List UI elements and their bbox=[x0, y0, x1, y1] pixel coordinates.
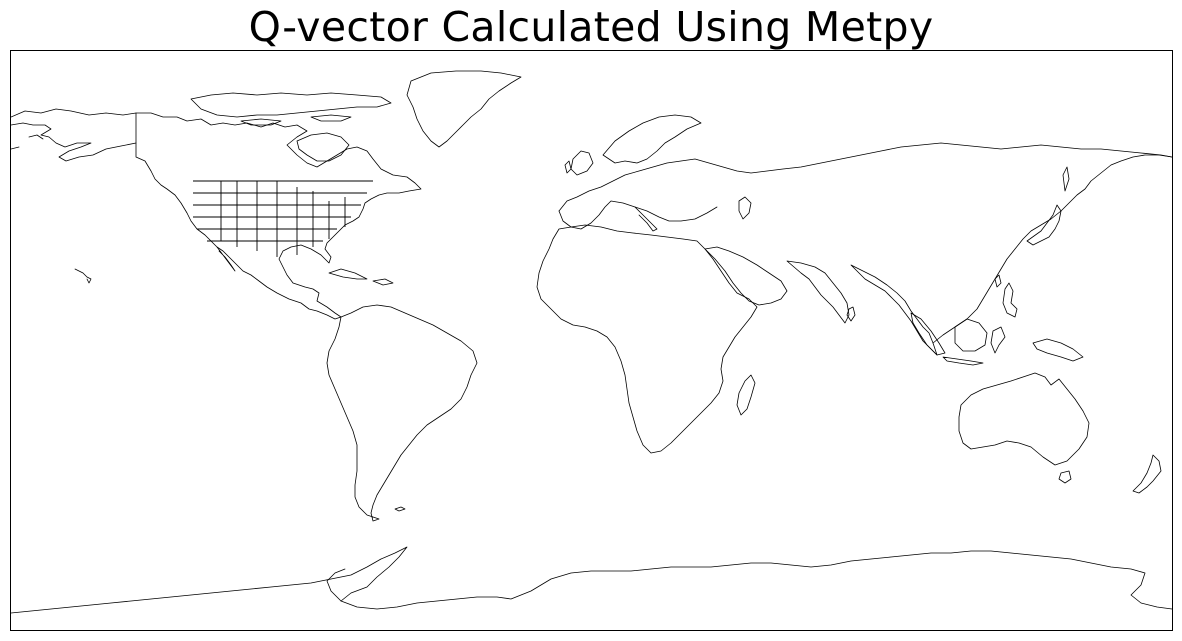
coast-sakhalin bbox=[1062, 166, 1070, 192]
map-title: Q-vector Calculated Using Metpy bbox=[248, 3, 934, 51]
coast-cuba bbox=[328, 268, 368, 280]
coast-sumatra bbox=[910, 312, 946, 356]
coast-tasmania bbox=[1058, 470, 1072, 484]
coast-caspian bbox=[738, 196, 752, 220]
coast-southeast-asia bbox=[850, 264, 938, 356]
coast-british-isles bbox=[564, 150, 594, 176]
coast-sulawesi bbox=[990, 326, 1006, 354]
us-states bbox=[193, 180, 373, 257]
coast-arctic-islands bbox=[190, 92, 392, 126]
us-state-boundaries bbox=[193, 180, 373, 257]
coast-hawaii bbox=[74, 268, 92, 284]
coast-falklands bbox=[394, 506, 406, 512]
coast-philippines bbox=[1002, 282, 1018, 318]
coast-antarctic-peninsula bbox=[326, 568, 346, 602]
coast-taiwan bbox=[994, 274, 1002, 288]
coast-north-america bbox=[135, 112, 422, 320]
coast-africa bbox=[536, 224, 758, 454]
coast-sri-lanka bbox=[846, 306, 856, 322]
coastlines bbox=[11, 70, 1172, 614]
coast-iberia bbox=[558, 200, 718, 230]
coast-italy bbox=[634, 206, 658, 232]
map-frame[interactable] bbox=[10, 50, 1173, 631]
coast-india bbox=[786, 260, 850, 324]
coast-hudson-bay bbox=[296, 132, 350, 162]
coast-borneo bbox=[954, 318, 988, 352]
coast-europe bbox=[558, 142, 1172, 212]
coast-antarctica bbox=[11, 546, 1172, 614]
coast-baja bbox=[216, 246, 236, 272]
coast-japan bbox=[1026, 204, 1062, 246]
coast-arabia bbox=[704, 246, 788, 306]
coast-alaska bbox=[11, 108, 137, 162]
coast-aleutians bbox=[11, 134, 44, 150]
coast-hispaniola bbox=[372, 278, 394, 286]
coast-east-asia bbox=[932, 154, 1172, 344]
coast-scandinavia bbox=[602, 114, 702, 164]
coast-australia bbox=[958, 372, 1090, 466]
coast-south-america bbox=[326, 304, 478, 522]
coast-madagascar bbox=[736, 374, 756, 416]
coast-new-guinea bbox=[1032, 338, 1084, 362]
world-map[interactable] bbox=[11, 51, 1172, 630]
coast-greenland bbox=[406, 70, 522, 148]
coast-java bbox=[942, 356, 984, 366]
coast-new-zealand bbox=[1132, 454, 1162, 494]
